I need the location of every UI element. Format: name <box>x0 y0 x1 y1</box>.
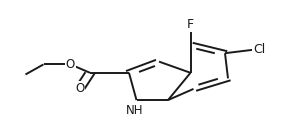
Text: F: F <box>187 18 194 31</box>
Text: NH: NH <box>126 104 144 117</box>
Text: O: O <box>66 58 75 71</box>
Text: O: O <box>75 82 84 95</box>
Text: Cl: Cl <box>254 43 266 55</box>
